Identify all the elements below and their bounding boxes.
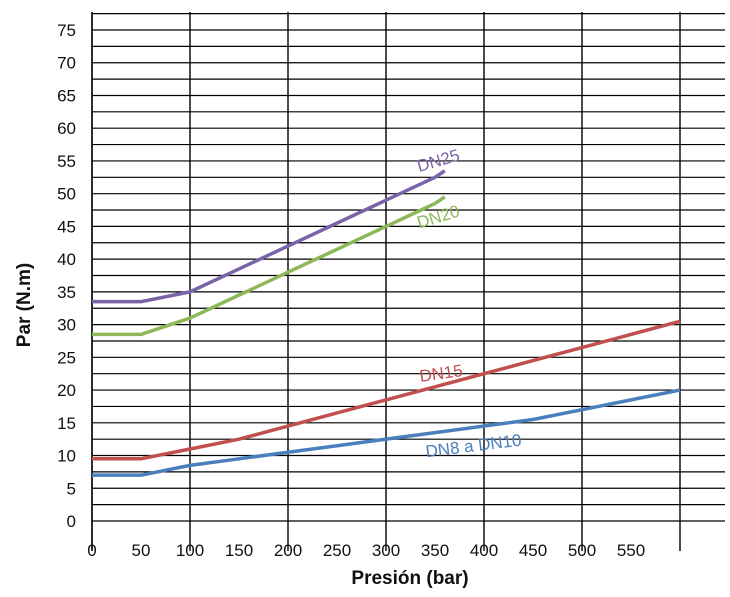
y-tick-label: 45 (57, 217, 76, 236)
y-tick-label: 0 (67, 512, 76, 531)
x-axis-label: Presión (bar) (351, 568, 468, 589)
series-label: DN25 (415, 146, 462, 176)
y-tick-label: 70 (57, 54, 76, 73)
series-lines (92, 169, 681, 477)
x-tick-label: 200 (274, 541, 302, 560)
x-tick-label: 300 (372, 541, 400, 560)
y-tick-label: 25 (57, 348, 76, 367)
y-tick-label: 40 (57, 250, 76, 269)
y-tick-label: 20 (57, 381, 76, 400)
x-tick-label: 500 (568, 541, 596, 560)
x-tick-label: 550 (617, 541, 645, 560)
y-tick-label: 15 (57, 414, 76, 433)
y-tick-label: 10 (57, 447, 76, 466)
series-line (92, 169, 446, 304)
y-tick-label: 65 (57, 86, 76, 105)
x-tick-label: 150 (225, 541, 253, 560)
x-tick-label: 250 (323, 541, 351, 560)
x-tick-label: 400 (470, 541, 498, 560)
grid (91, 12, 725, 551)
series-label: DN20 (415, 202, 462, 233)
series-line (92, 319, 681, 461)
series-line (92, 195, 446, 337)
y-tick-label: 35 (57, 283, 76, 302)
x-tick-labels: 0 50 100 150 200 250 300 350 400 450 500 550 (87, 541, 645, 560)
y-tick-label: 30 (57, 316, 76, 335)
x-tick-label: 0 (87, 541, 96, 560)
x-tick-label: 100 (176, 541, 204, 560)
y-tick-label: 75 (57, 21, 76, 40)
y-tick-label: 60 (57, 119, 76, 138)
series-label: DN8 a DN10 (425, 431, 523, 462)
x-tick-label: 50 (132, 541, 151, 560)
y-axis-label: Par (N.m) (14, 263, 35, 347)
y-tick-label: 50 (57, 185, 76, 204)
y-tick-label: 55 (57, 152, 76, 171)
series-line (92, 388, 681, 477)
x-tick-label: 450 (519, 541, 547, 560)
y-tick-label: 5 (67, 479, 76, 498)
x-tick-label: 350 (421, 541, 449, 560)
